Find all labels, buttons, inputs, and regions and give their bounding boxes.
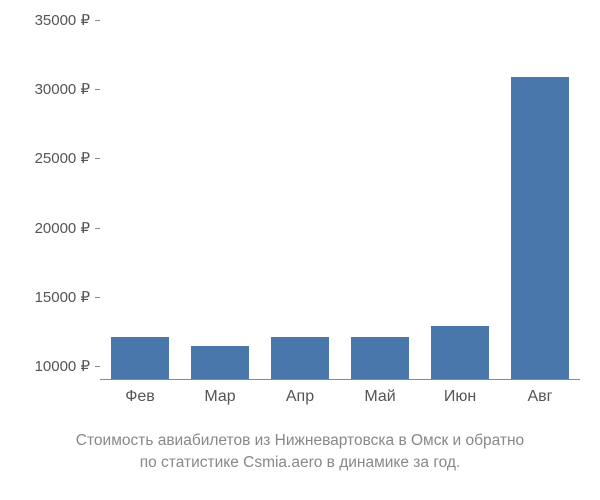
x-axis-label: Фев — [125, 388, 155, 406]
y-tick-mark — [95, 228, 100, 229]
x-axis-label: Июн — [444, 388, 476, 406]
y-axis-label: 35000 ₽ — [35, 11, 90, 29]
bar — [431, 326, 489, 379]
y-tick-mark — [95, 89, 100, 90]
x-axis-label: Апр — [286, 388, 314, 406]
bar — [191, 346, 249, 379]
plot-area — [100, 20, 580, 380]
bar — [271, 337, 329, 379]
caption-line-1: Стоимость авиабилетов из Нижневартовска … — [76, 432, 524, 449]
bar — [111, 337, 169, 379]
y-axis-label: 15000 ₽ — [35, 288, 90, 306]
chart-caption: Стоимость авиабилетов из Нижневартовска … — [0, 430, 600, 473]
x-axis-label: Мар — [204, 388, 235, 406]
y-tick-mark — [95, 366, 100, 367]
bar — [511, 77, 569, 379]
y-axis-label: 10000 ₽ — [35, 357, 90, 375]
y-tick-mark — [95, 297, 100, 298]
y-tick-mark — [95, 158, 100, 159]
bar — [351, 337, 409, 379]
y-tick-mark — [95, 20, 100, 21]
price-chart: Стоимость авиабилетов из Нижневартовска … — [0, 0, 600, 500]
caption-line-2: по статистике Csmia.aero в динамике за г… — [140, 454, 461, 471]
x-axis-label: Май — [364, 388, 395, 406]
x-axis-label: Авг — [527, 388, 552, 406]
y-axis-label: 25000 ₽ — [35, 149, 90, 167]
y-axis-label: 20000 ₽ — [35, 219, 90, 237]
y-axis-label: 30000 ₽ — [35, 80, 90, 98]
